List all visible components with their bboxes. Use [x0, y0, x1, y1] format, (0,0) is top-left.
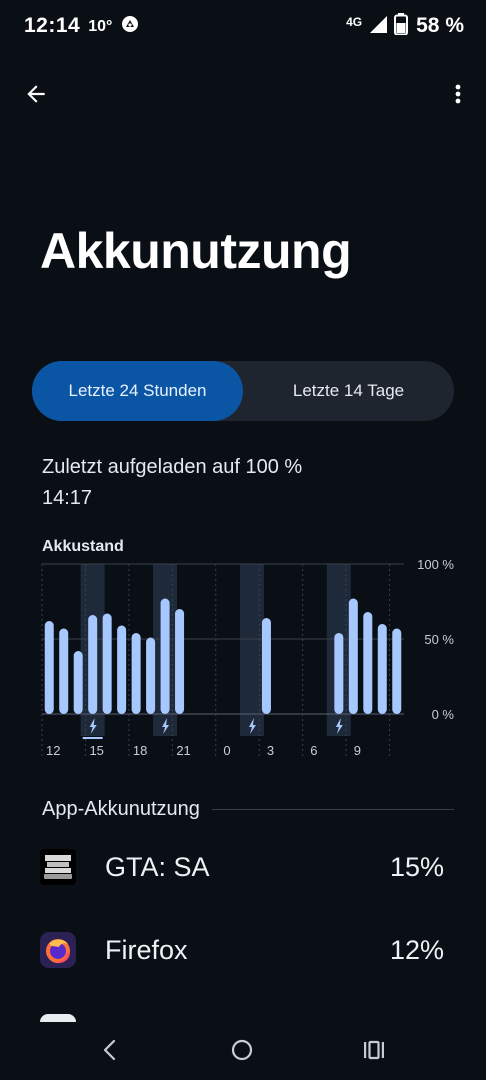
app-percent: 15%: [389, 851, 444, 882]
tab-last-14-days[interactable]: Letzte 14 Tage: [292, 381, 405, 400]
time-range-selector: Letzte 24 Stunden Letzte 14 Tage: [32, 361, 454, 421]
y-tick-label: 50 %: [424, 632, 454, 647]
status-right: 4G 58 %: [346, 12, 464, 40]
charging-bolt-icon: [89, 718, 97, 734]
x-tick-label: 15: [89, 743, 103, 758]
page-title: Akkunutzung: [40, 223, 352, 279]
x-tick-label: 18: [133, 743, 147, 758]
status-bar: 12:14 10° 4G: [0, 0, 486, 52]
network-type: 4G: [346, 15, 363, 29]
y-tick-label: 0 %: [432, 707, 455, 722]
x-tick-label: 21: [176, 743, 190, 758]
y-tick-label: 100 %: [417, 557, 454, 572]
app-percent: 12%: [389, 934, 444, 965]
charging-band: [239, 564, 264, 736]
last-charged-text: Zuletzt aufgeladen auf 100 %: [42, 456, 303, 478]
battery-bar: [348, 598, 358, 714]
nav-home-icon: [231, 1039, 253, 1061]
battery-bar: [160, 598, 170, 714]
more-vert-icon: [455, 84, 461, 104]
x-tick-label: 0: [223, 743, 230, 758]
more-options-button[interactable]: [440, 76, 476, 112]
app-row-gta-sa[interactable]: GTA: SA 15%: [40, 837, 446, 897]
status-left: 12:14 10°: [24, 14, 140, 39]
x-tick-label: 6: [310, 743, 317, 758]
battery-bar: [59, 628, 69, 714]
clock: 12:14: [24, 14, 81, 37]
battery-bar: [377, 624, 387, 714]
x-tick-label: 9: [354, 743, 361, 758]
nav-back-icon: [103, 1039, 116, 1061]
temperature: 10°: [88, 18, 113, 35]
app-row-firefox[interactable]: Firefox 12%: [40, 920, 446, 980]
battery-bar: [117, 625, 127, 714]
chart-title: Akkustand: [42, 538, 124, 555]
battery-bar: [73, 651, 83, 714]
firefox-icon: [40, 932, 76, 968]
tab-last-24-hours[interactable]: Letzte 24 Stunden: [32, 361, 243, 421]
battery-bar: [363, 612, 373, 714]
battery-bar: [44, 621, 54, 714]
battery-bar: [175, 609, 185, 714]
battery-icon: [394, 12, 409, 40]
signal-icon: [368, 14, 388, 39]
charging-bolt-icon: [335, 718, 343, 734]
x-tick-label: 12: [46, 743, 60, 758]
battery-bar: [334, 633, 344, 714]
battery-level-chart: 12 15 18 21 0 3 6 9 100 % 50 % 0 %: [41, 557, 455, 758]
divider: [211, 808, 454, 810]
battery-bar: [88, 615, 98, 714]
app-usage-header: App-Akkunutzung: [42, 795, 454, 823]
last-charged-time: 14:17: [42, 487, 93, 509]
charging-bolt-icon: [162, 718, 170, 734]
nav-recents-icon: [364, 1040, 384, 1060]
back-button[interactable]: [18, 76, 54, 112]
arrow-left-icon: [27, 85, 45, 103]
nav-recents-button[interactable]: [354, 1034, 394, 1066]
x-tick-label: 3: [267, 743, 274, 758]
battery-bar: [261, 618, 271, 714]
app-name: Firefox: [105, 934, 188, 965]
charging-bolt-icon: [248, 718, 256, 734]
app-icon-partial: [40, 1014, 76, 1022]
battery-bar: [392, 628, 402, 714]
app-usage-title: App-Akkunutzung: [42, 797, 200, 820]
app-name: GTA: SA: [105, 851, 210, 882]
battery-percent: 58 %: [416, 14, 464, 37]
battery-bar: [102, 613, 112, 714]
weather-icon: [120, 14, 140, 39]
nav-home-button[interactable]: [222, 1034, 262, 1066]
navigation-bar: [0, 1022, 486, 1080]
gta-sa-icon: [40, 849, 76, 885]
battery-bar: [131, 633, 141, 714]
battery-bar: [146, 637, 156, 714]
nav-back-button[interactable]: [90, 1034, 130, 1066]
